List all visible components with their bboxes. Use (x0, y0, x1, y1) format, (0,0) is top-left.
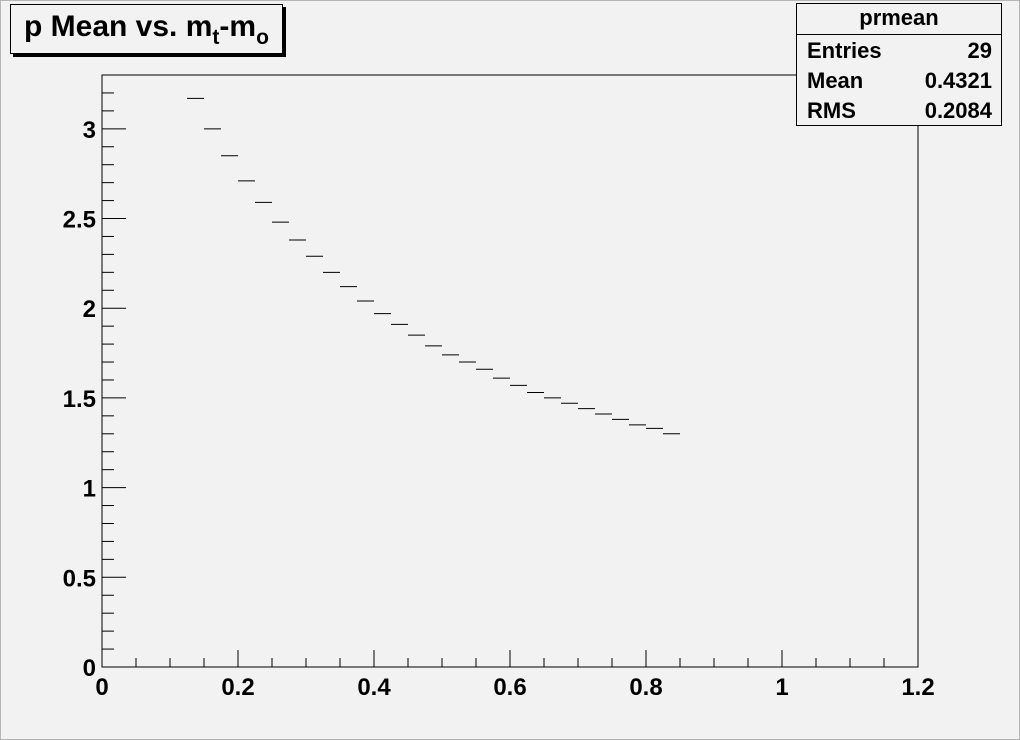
x-tick-label: 0.6 (493, 674, 526, 701)
y-tick-label: 3 (83, 117, 96, 144)
title-subscript-t: t (212, 26, 220, 49)
stats-name: prmean (797, 4, 1001, 35)
x-tick-label: 1.2 (901, 674, 934, 701)
title-subscript-o: o (256, 26, 269, 49)
stats-row-mean: Mean 0.4321 (797, 65, 1001, 95)
stats-row-entries: Entries 29 (797, 35, 1001, 65)
stats-label: Mean (807, 68, 864, 93)
y-tick-label: 0 (83, 655, 96, 682)
stats-value: 29 (967, 38, 992, 63)
plot-frame (101, 74, 919, 668)
y-tick-label: 1 (83, 476, 96, 503)
x-tick-label: 0.4 (357, 674, 391, 701)
chart-title: p Mean vs. mt-mo (10, 4, 283, 54)
stats-label: Entries (807, 38, 882, 63)
stats-row-rms: RMS 0.2084 (797, 95, 1001, 125)
title-mid: -m (219, 10, 257, 43)
x-tick-label: 1 (775, 674, 788, 701)
stats-box: prmean Entries 29 Mean 0.4321 RMS 0.2084 (796, 3, 1002, 126)
x-tick-label: 0.2 (221, 674, 254, 701)
y-tick-label: 2.5 (63, 207, 96, 234)
y-tick-label: 2 (83, 296, 96, 323)
x-tick-label: 0.8 (629, 674, 662, 701)
y-tick-label: 0.5 (63, 565, 96, 592)
stats-value: 0.4321 (924, 68, 992, 93)
x-tick-label: 0 (95, 674, 108, 701)
title-prefix: p Mean vs. m (24, 10, 213, 43)
y-tick-label: 1.5 (63, 386, 96, 413)
stats-value: 0.2084 (924, 98, 992, 123)
stats-label: RMS (807, 98, 856, 123)
